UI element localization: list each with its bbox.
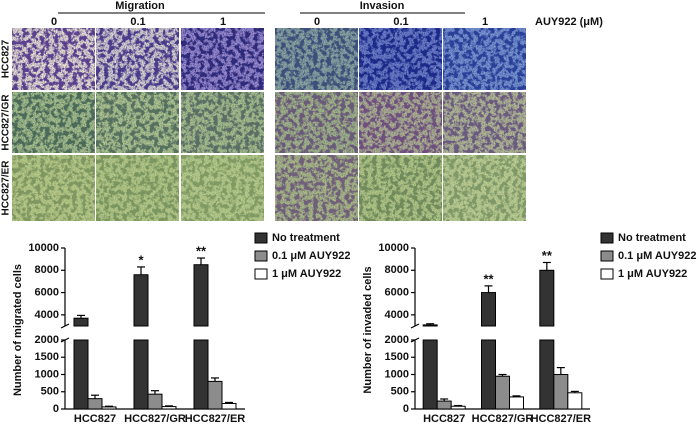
panel-header: Migration [115, 0, 165, 12]
micrograph-grain [12, 155, 95, 221]
micrograph-grain [359, 155, 442, 221]
micrograph-grain [443, 92, 526, 153]
legend-swatch [254, 268, 268, 280]
y-tick-label: 6000 [385, 286, 409, 298]
row-label: HCC827/GR [1, 94, 12, 151]
bar [422, 324, 438, 327]
legend-label: 0.1 μM AUY922 [272, 250, 350, 262]
column-label: 0 [314, 16, 320, 28]
y-tick-label: 1000 [35, 368, 59, 380]
x-tick-label: HCC827 [74, 413, 116, 425]
legend-label: 0.1 μM AUY922 [618, 250, 696, 262]
y-tick-label: 0 [53, 403, 59, 415]
legend-label: 1 μM AUY922 [272, 268, 341, 280]
legend-label: No treatment [272, 232, 340, 244]
bar [481, 292, 496, 327]
significance: * [138, 252, 144, 267]
micrograph-grain [96, 155, 179, 221]
axis-break [60, 323, 70, 329]
bar [481, 339, 496, 410]
panel-header: Invasion [360, 0, 405, 12]
bar [87, 398, 103, 410]
micrograph-grain [96, 92, 179, 153]
legend-label: 1 μM AUY922 [618, 268, 687, 280]
y-tick-label: 6000 [35, 286, 59, 298]
legend-swatch [600, 250, 614, 262]
y-tick-label: 0 [403, 403, 409, 415]
micrograph-grain [443, 155, 526, 221]
y-tick-label: 4000 [385, 309, 409, 321]
y-tick-label: 2000 [385, 334, 409, 346]
bar [450, 405, 466, 410]
y-tick-label: 1500 [385, 351, 409, 363]
legend-swatch [254, 232, 268, 244]
micrograph-grain [359, 28, 442, 90]
legend-swatch [254, 250, 268, 262]
bar [422, 339, 438, 410]
micrograph-grain [181, 92, 264, 153]
bar [495, 375, 510, 410]
y-tick-label: 1500 [35, 351, 59, 363]
micrograph-grain [275, 28, 358, 90]
y-tick-label: 4000 [35, 309, 59, 321]
y-axis-title: Number of invaded cells [362, 266, 374, 393]
significance: ** [196, 243, 207, 258]
legend-swatch [600, 232, 614, 244]
x-tick-label: HCC827/GR [472, 413, 534, 425]
micrograph-grain [359, 92, 442, 153]
micrograph-grain [181, 155, 264, 221]
x-tick-label: HCC827 [423, 413, 465, 425]
y-tick-label: 8000 [385, 264, 409, 276]
x-tick-label: HCC827/GR [124, 413, 186, 425]
y-tick-label: 10000 [378, 242, 409, 254]
bar [539, 339, 555, 410]
micrograph-grain [12, 92, 95, 153]
bar [567, 392, 583, 410]
bar [193, 264, 209, 327]
y-tick-label: 1000 [385, 368, 409, 380]
y-tick-label: 2000 [35, 334, 59, 346]
bar [161, 406, 177, 410]
micrograph-grain [275, 155, 358, 221]
bar [207, 380, 223, 410]
unit-label: AUY922 (μM) [535, 16, 603, 28]
significance: ** [483, 271, 494, 286]
bar [133, 339, 149, 410]
bar [553, 374, 569, 410]
micrograph-grain [443, 28, 526, 90]
y-tick-label: 10000 [28, 242, 59, 254]
y-axis-title: Number of migrated cells [12, 264, 24, 396]
row-label: HCC827 [1, 39, 12, 78]
y-tick-label: 500 [41, 386, 59, 398]
legend-label: No treatment [618, 232, 686, 244]
bar [221, 402, 237, 410]
y-tick-label: 8000 [35, 264, 59, 276]
bar [436, 400, 452, 410]
row-label: HCC827/ER [1, 160, 12, 216]
significance: ** [542, 248, 553, 263]
micrograph-grain [12, 28, 95, 90]
column-label: 1 [482, 16, 488, 28]
bar [73, 317, 89, 327]
bar [73, 339, 89, 410]
column-label: 0.1 [130, 16, 145, 28]
micrograph-grain [96, 28, 179, 90]
bar [193, 339, 209, 410]
bar [509, 396, 524, 410]
column-label: 0 [51, 16, 57, 28]
bar [101, 406, 117, 410]
y-tick-label: 500 [391, 386, 409, 398]
micrograph-grain [181, 28, 264, 90]
column-label: 0.1 [393, 16, 408, 28]
micrograph-grain [275, 92, 358, 153]
bar [133, 274, 149, 327]
axis-break [410, 323, 420, 329]
x-tick-label: HCC827/ER [531, 413, 592, 425]
bar [147, 393, 163, 410]
x-tick-label: HCC827/ER [185, 413, 246, 425]
legend-swatch [600, 268, 614, 280]
bar [539, 269, 555, 327]
column-label: 1 [220, 16, 226, 28]
